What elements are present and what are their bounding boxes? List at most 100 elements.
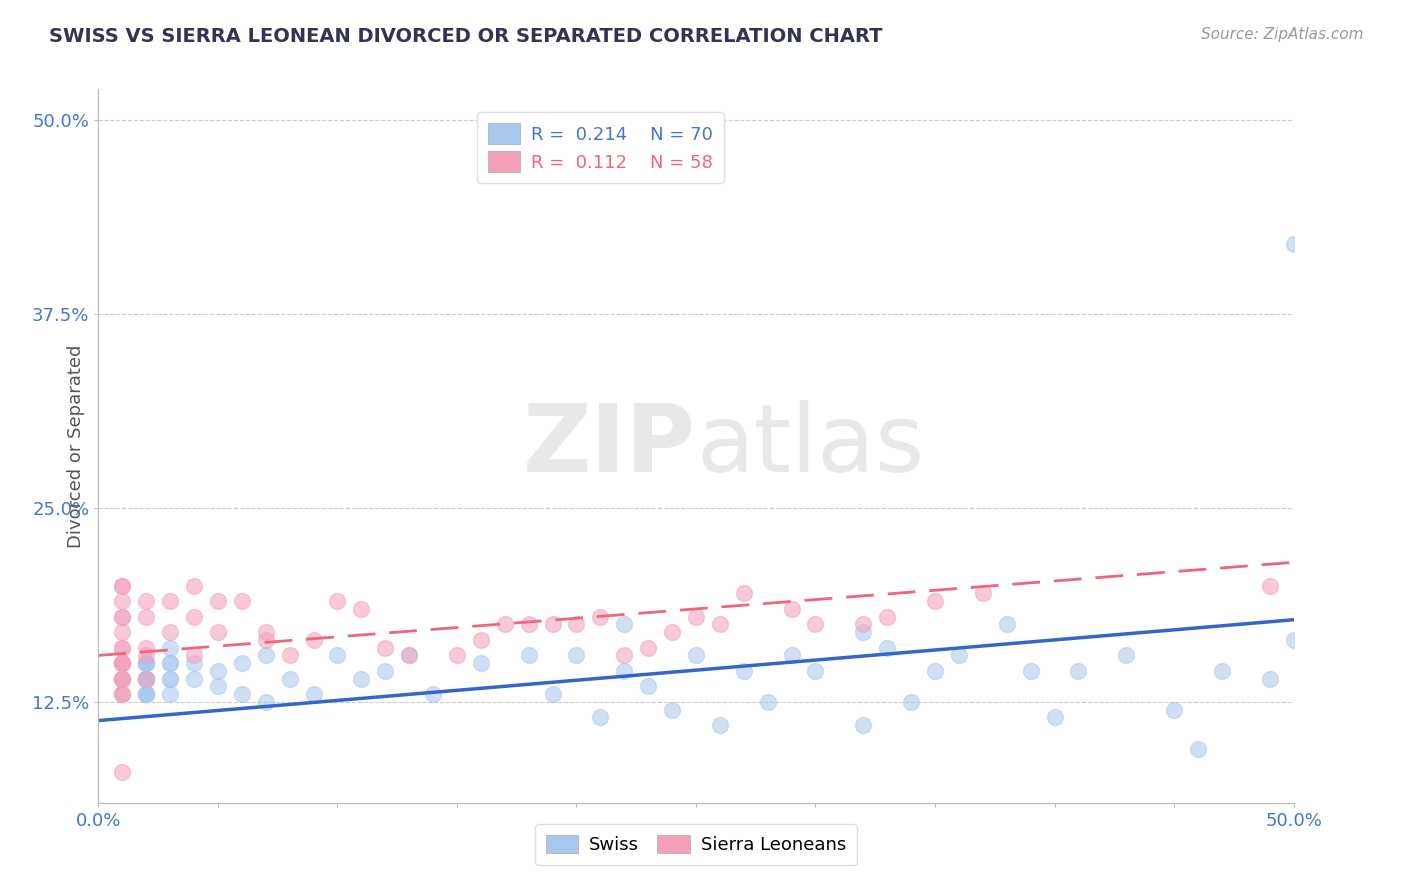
Point: [900, 695, 922, 709]
Text: SWISS VS SIERRA LEONEAN DIVORCED OR SEPARATED CORRELATION CHART: SWISS VS SIERRA LEONEAN DIVORCED OR SEPA…: [49, 27, 883, 45]
Point: [207, 625, 229, 640]
Point: [661, 625, 683, 640]
Point: [350, 672, 373, 686]
Point: [517, 648, 540, 663]
Point: [254, 625, 277, 640]
Point: [183, 579, 205, 593]
Point: [709, 617, 731, 632]
Point: [183, 609, 205, 624]
Point: [135, 594, 157, 608]
Point: [111, 687, 134, 701]
Point: [231, 687, 253, 701]
Point: [254, 695, 277, 709]
Point: [111, 609, 134, 624]
Point: [709, 718, 731, 732]
Point: [183, 648, 205, 663]
Point: [159, 672, 181, 686]
Point: [613, 617, 636, 632]
Point: [1187, 741, 1209, 756]
Point: [111, 656, 134, 670]
Point: [135, 687, 157, 701]
Point: [302, 687, 325, 701]
Point: [135, 672, 157, 686]
Point: [780, 602, 803, 616]
Point: [1043, 710, 1066, 724]
Point: [111, 656, 134, 670]
Point: [111, 640, 134, 655]
Point: [1019, 664, 1042, 678]
Point: [111, 609, 134, 624]
Point: [637, 640, 659, 655]
Point: [231, 656, 253, 670]
Point: [613, 648, 636, 663]
Point: [589, 609, 612, 624]
Point: [111, 656, 134, 670]
Point: [111, 579, 134, 593]
Point: [1258, 579, 1281, 593]
Point: [135, 656, 157, 670]
Point: [111, 687, 134, 701]
Point: [135, 656, 157, 670]
Point: [804, 617, 827, 632]
Point: [111, 672, 134, 686]
Point: [517, 617, 540, 632]
Point: [135, 656, 157, 670]
Point: [254, 648, 277, 663]
Point: [183, 672, 205, 686]
Point: [111, 672, 134, 686]
Point: [231, 594, 253, 608]
Point: [159, 656, 181, 670]
Point: [159, 640, 181, 655]
Point: [135, 672, 157, 686]
Point: [876, 640, 898, 655]
Point: [1282, 237, 1305, 252]
Point: [637, 680, 659, 694]
Point: [876, 609, 898, 624]
Point: [852, 718, 875, 732]
Point: [135, 687, 157, 701]
Point: [111, 656, 134, 670]
Point: [374, 640, 396, 655]
Text: Source: ZipAtlas.com: Source: ZipAtlas.com: [1201, 27, 1364, 42]
Point: [111, 640, 134, 655]
Point: [159, 594, 181, 608]
Point: [995, 617, 1018, 632]
Point: [207, 680, 229, 694]
Point: [207, 664, 229, 678]
Point: [207, 594, 229, 608]
Point: [135, 672, 157, 686]
Point: [159, 625, 181, 640]
Point: [661, 703, 683, 717]
Point: [804, 664, 827, 678]
Point: [326, 648, 349, 663]
Point: [111, 594, 134, 608]
Point: [111, 672, 134, 686]
Point: [111, 672, 134, 686]
Point: [780, 648, 803, 663]
Point: [374, 664, 396, 678]
Point: [135, 656, 157, 670]
Point: [254, 632, 277, 647]
Point: [135, 672, 157, 686]
Point: [278, 648, 301, 663]
Point: [350, 602, 373, 616]
Point: [135, 687, 157, 701]
Point: [183, 656, 205, 670]
Point: [159, 672, 181, 686]
Y-axis label: Divorced or Separated: Divorced or Separated: [66, 344, 84, 548]
Point: [685, 609, 707, 624]
Point: [111, 625, 134, 640]
Point: [756, 695, 779, 709]
Point: [470, 656, 492, 670]
Legend: Swiss, Sierra Leoneans: Swiss, Sierra Leoneans: [536, 824, 856, 865]
Point: [541, 617, 564, 632]
Point: [135, 672, 157, 686]
Point: [733, 586, 755, 600]
Point: [1282, 632, 1305, 647]
Point: [852, 625, 875, 640]
Text: atlas: atlas: [696, 400, 924, 492]
Point: [135, 672, 157, 686]
Point: [470, 632, 492, 647]
Point: [589, 710, 612, 724]
Point: [924, 664, 946, 678]
